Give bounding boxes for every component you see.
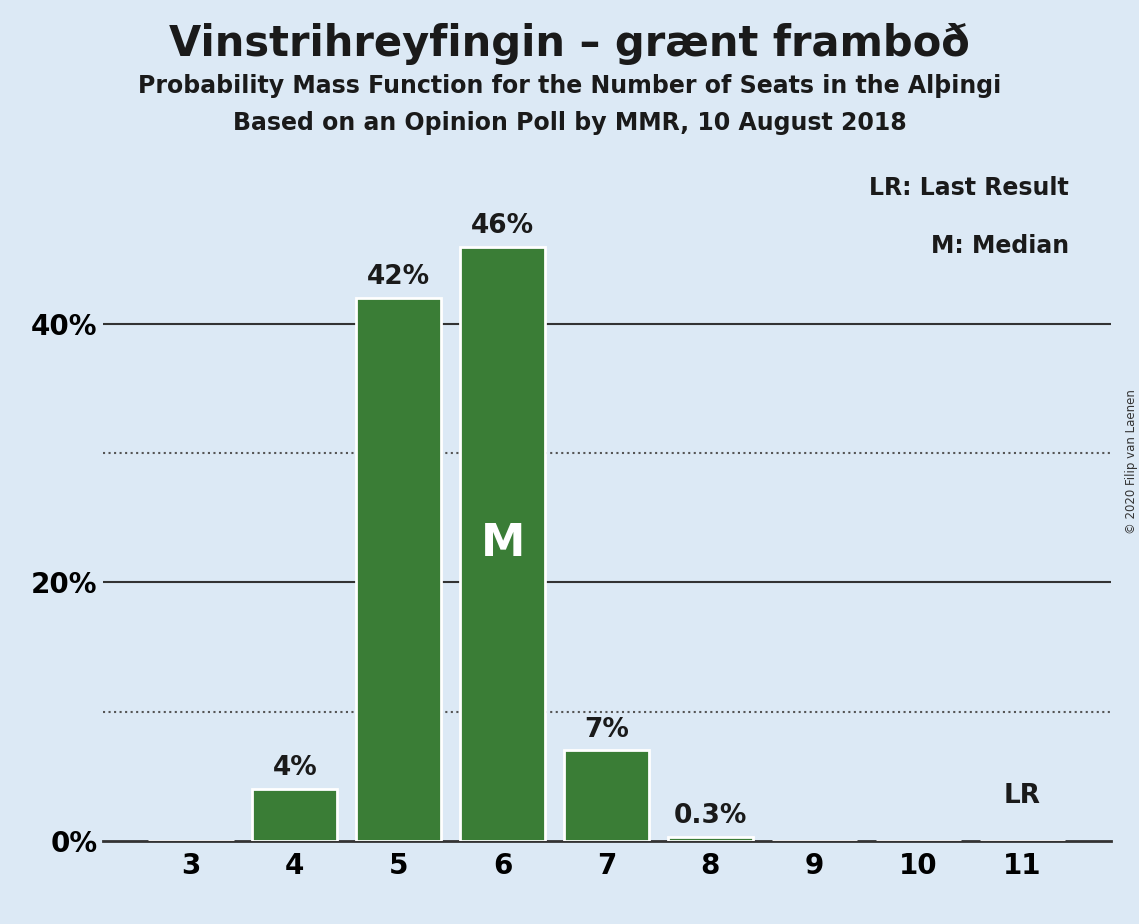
Text: LR: Last Result: LR: Last Result <box>869 176 1068 200</box>
Bar <box>667 837 753 841</box>
Bar <box>460 247 546 841</box>
Bar <box>357 298 441 841</box>
Text: Probability Mass Function for the Number of Seats in the Alþingi: Probability Mass Function for the Number… <box>138 74 1001 98</box>
Text: Vinstrihreyfingin – grænt framboð: Vinstrihreyfingin – grænt framboð <box>169 23 970 65</box>
Text: M: M <box>481 522 525 565</box>
Bar <box>564 750 649 841</box>
Text: 0.3%: 0.3% <box>674 803 747 829</box>
Text: LR: LR <box>1003 783 1041 808</box>
Bar <box>252 789 337 841</box>
Text: © 2020 Filip van Laenen: © 2020 Filip van Laenen <box>1124 390 1138 534</box>
Text: M: Median: M: Median <box>931 234 1068 258</box>
Text: 7%: 7% <box>584 717 629 743</box>
Text: 4%: 4% <box>272 756 317 782</box>
Text: 42%: 42% <box>367 264 431 290</box>
Text: 46%: 46% <box>472 213 534 238</box>
Text: Based on an Opinion Poll by MMR, 10 August 2018: Based on an Opinion Poll by MMR, 10 Augu… <box>232 111 907 135</box>
